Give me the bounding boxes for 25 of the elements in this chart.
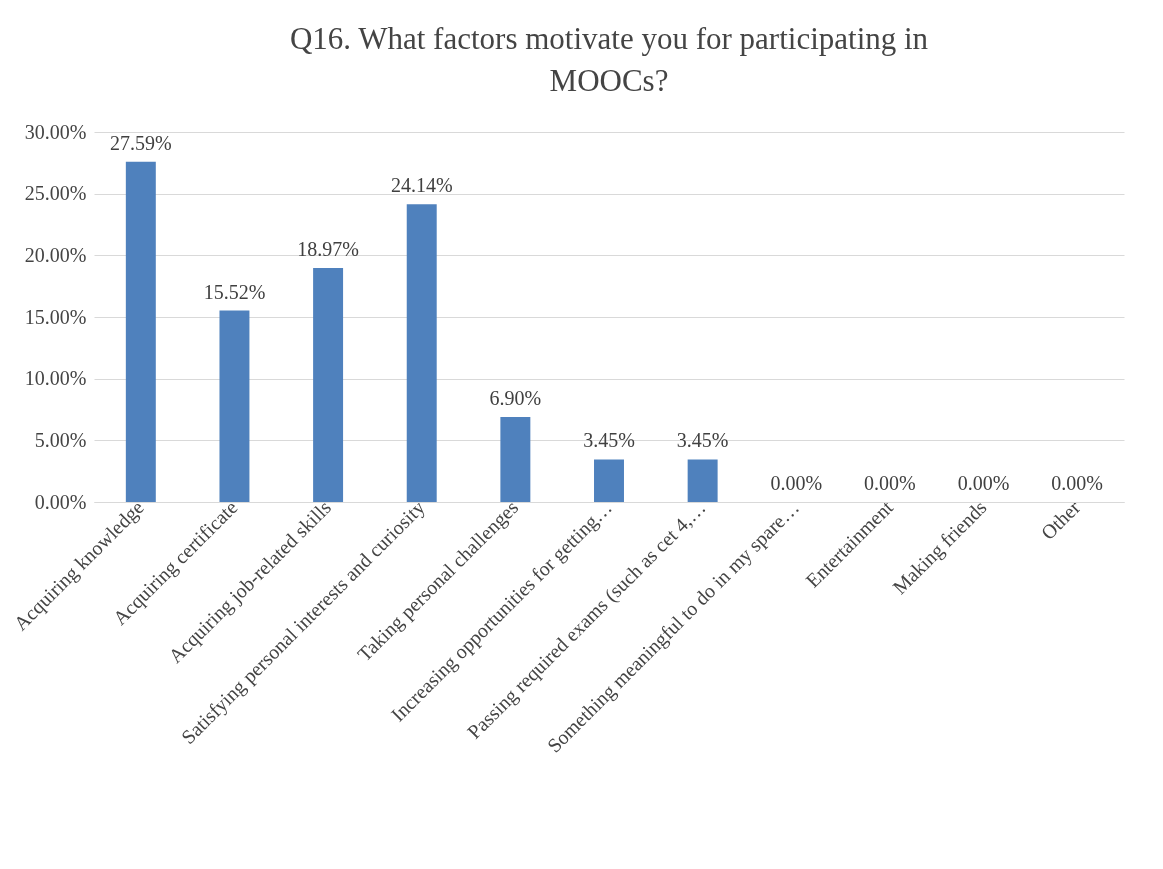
data-label: 18.97% xyxy=(297,238,359,261)
bar xyxy=(219,310,250,502)
y-tick-label: 30.00% xyxy=(24,120,87,143)
data-label: 24.14% xyxy=(390,174,453,197)
bar xyxy=(313,268,344,502)
y-tick-label: 15.00% xyxy=(24,305,87,328)
y-tick-label: 20.00% xyxy=(24,243,87,266)
y-tick-label: 25.00% xyxy=(24,182,87,205)
y-tick-label: 10.00% xyxy=(24,367,87,390)
bar xyxy=(594,459,624,502)
y-tick-label: 5.00% xyxy=(34,428,87,451)
data-label: 6.90% xyxy=(489,386,542,409)
bar xyxy=(406,204,437,502)
data-label: 15.52% xyxy=(203,280,266,303)
data-label: 0.00% xyxy=(1051,472,1104,494)
bar xyxy=(687,459,718,502)
bar xyxy=(125,161,156,502)
data-label: 0.00% xyxy=(957,472,1010,494)
data-label: 3.45% xyxy=(583,429,635,452)
data-label: 0.00% xyxy=(864,472,916,494)
data-label: 0.00% xyxy=(770,472,823,494)
bar xyxy=(500,416,531,502)
data-label: 27.59% xyxy=(109,131,172,154)
chart-title: Q16. What factors motivate you for participating in MOOCs? xyxy=(289,21,929,98)
data-label: 3.45% xyxy=(676,429,729,452)
